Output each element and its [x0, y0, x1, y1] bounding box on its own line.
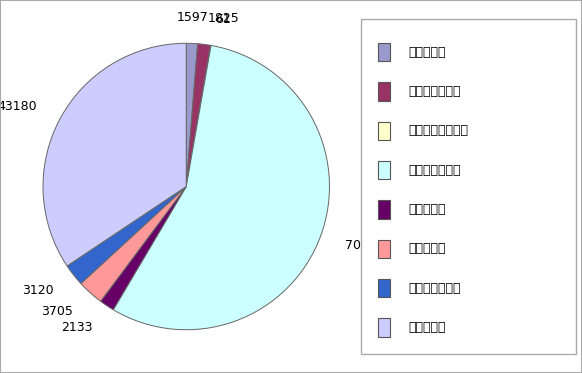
Wedge shape [186, 43, 198, 186]
FancyBboxPatch shape [361, 19, 576, 354]
Text: 财政信息数: 财政信息数 [408, 242, 446, 256]
Text: 3705: 3705 [41, 305, 73, 319]
Wedge shape [113, 46, 329, 330]
Text: 工作动态信息数: 工作动态信息数 [408, 164, 461, 177]
Bar [378, 161, 390, 179]
Bar [378, 43, 390, 62]
Bar [378, 200, 390, 219]
Wedge shape [101, 186, 186, 310]
Bar [378, 279, 390, 297]
Text: 2133: 2133 [61, 321, 93, 333]
Bar [378, 318, 390, 337]
Wedge shape [186, 46, 211, 186]
Text: 70043: 70043 [345, 239, 385, 252]
Text: 43180: 43180 [0, 100, 37, 113]
Wedge shape [81, 186, 186, 301]
Text: 概况信息数: 概况信息数 [408, 46, 446, 59]
Text: 1597: 1597 [177, 11, 209, 24]
Text: 1825: 1825 [207, 12, 239, 25]
Bar [378, 122, 390, 140]
Text: 其他信息数: 其他信息数 [408, 321, 446, 334]
Text: 3120: 3120 [22, 285, 54, 297]
Text: 计划总结信息数: 计划总结信息数 [408, 85, 461, 98]
Wedge shape [186, 44, 211, 186]
Bar [378, 239, 390, 258]
Wedge shape [43, 43, 186, 266]
Text: 规范性文件信息数: 规范性文件信息数 [408, 124, 468, 137]
Wedge shape [67, 186, 186, 283]
Text: 人事信息数: 人事信息数 [408, 203, 446, 216]
Text: 行政执法信息数: 行政执法信息数 [408, 282, 461, 295]
Bar [378, 82, 390, 101]
Text: 61: 61 [215, 13, 231, 26]
